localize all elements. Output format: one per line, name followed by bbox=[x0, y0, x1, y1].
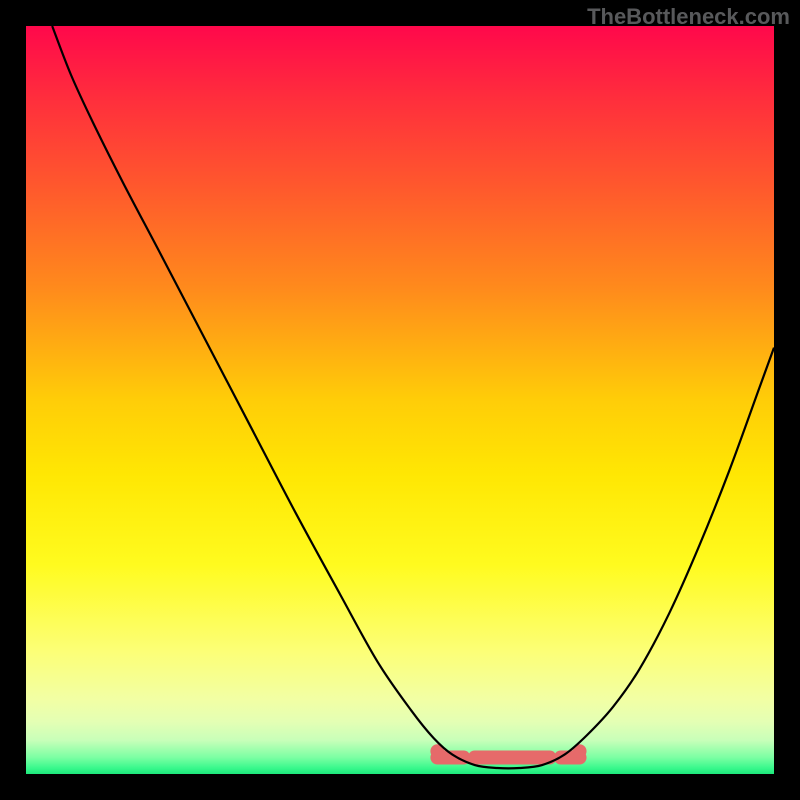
plot-background bbox=[26, 26, 774, 774]
watermark-text: TheBottleneck.com bbox=[587, 4, 790, 30]
chart-container: TheBottleneck.com bbox=[0, 0, 800, 800]
bottleneck-chart bbox=[0, 0, 800, 800]
